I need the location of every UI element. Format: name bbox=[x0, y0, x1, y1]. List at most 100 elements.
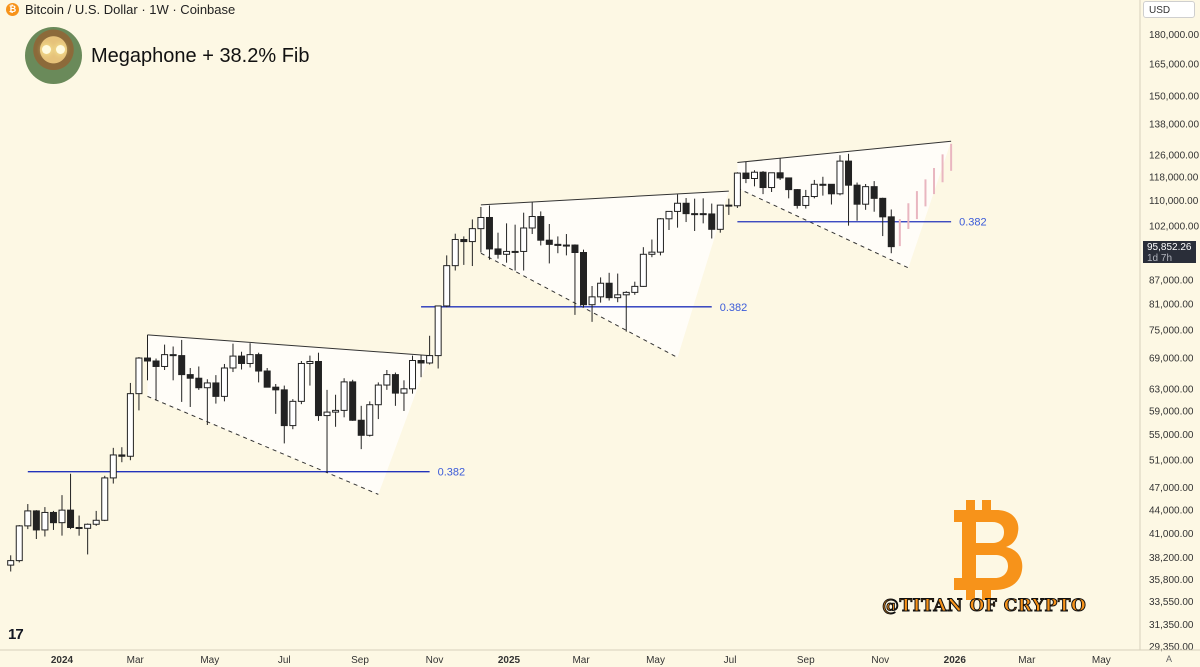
candle[interactable] bbox=[41, 507, 49, 537]
candle[interactable] bbox=[178, 339, 186, 402]
candle[interactable] bbox=[520, 212, 528, 271]
candle[interactable] bbox=[759, 171, 767, 195]
candle[interactable] bbox=[75, 515, 83, 536]
candle[interactable] bbox=[15, 525, 23, 563]
candle[interactable] bbox=[391, 372, 399, 406]
candle[interactable] bbox=[597, 277, 605, 303]
candle[interactable] bbox=[494, 232, 502, 259]
candle[interactable] bbox=[101, 475, 109, 522]
candle[interactable] bbox=[853, 182, 861, 221]
candle[interactable] bbox=[460, 236, 468, 265]
candle[interactable] bbox=[126, 382, 134, 461]
candle[interactable] bbox=[776, 158, 784, 180]
candle[interactable] bbox=[24, 504, 32, 530]
candle[interactable] bbox=[383, 370, 391, 390]
candle[interactable] bbox=[323, 389, 331, 474]
candle[interactable] bbox=[229, 343, 237, 373]
candle[interactable] bbox=[161, 344, 169, 371]
candle[interactable] bbox=[716, 204, 724, 233]
candle[interactable] bbox=[238, 351, 246, 370]
candle[interactable] bbox=[280, 385, 288, 444]
megaphone-top-line[interactable] bbox=[480, 190, 729, 206]
candle[interactable] bbox=[827, 183, 835, 205]
candle[interactable] bbox=[357, 405, 365, 450]
megaphone-top-line[interactable] bbox=[737, 140, 952, 163]
candle[interactable] bbox=[84, 523, 92, 555]
candle[interactable] bbox=[639, 247, 647, 287]
candle[interactable] bbox=[879, 197, 887, 237]
candle[interactable] bbox=[118, 447, 126, 463]
candle[interactable] bbox=[340, 378, 348, 418]
megaphone-bottom-line[interactable] bbox=[147, 395, 379, 495]
candle[interactable] bbox=[272, 383, 280, 414]
candle[interactable] bbox=[503, 223, 511, 263]
candle[interactable] bbox=[819, 176, 827, 196]
candle[interactable] bbox=[426, 335, 434, 365]
candle[interactable] bbox=[665, 210, 673, 230]
candle[interactable] bbox=[845, 153, 853, 226]
candle[interactable] bbox=[750, 170, 758, 187]
candle[interactable] bbox=[417, 355, 425, 378]
candle[interactable] bbox=[554, 236, 562, 254]
candle[interactable] bbox=[862, 184, 870, 210]
candle[interactable] bbox=[49, 510, 57, 530]
candle[interactable] bbox=[733, 172, 741, 208]
candle[interactable] bbox=[135, 357, 143, 411]
candle[interactable] bbox=[870, 181, 878, 212]
candle[interactable] bbox=[699, 198, 707, 224]
candle[interactable] bbox=[468, 219, 476, 267]
candle[interactable] bbox=[67, 473, 75, 530]
candle[interactable] bbox=[297, 360, 305, 405]
candle[interactable] bbox=[443, 255, 451, 308]
candle[interactable] bbox=[246, 343, 254, 368]
currency-button[interactable]: USD bbox=[1143, 1, 1195, 18]
candle[interactable] bbox=[537, 211, 545, 246]
candle[interactable] bbox=[588, 285, 596, 322]
megaphone-top-line[interactable] bbox=[147, 334, 430, 357]
megaphone-bottom-line[interactable] bbox=[480, 252, 678, 358]
candle[interactable] bbox=[332, 394, 340, 427]
time-axis[interactable]: 2024 Mar May Jul Sep Nov 2025 Mar May Jul Sep Nov 20… bbox=[0, 649, 1200, 666]
candle[interactable] bbox=[562, 234, 570, 256]
candle[interactable] bbox=[674, 194, 682, 228]
candle[interactable] bbox=[545, 224, 553, 264]
candle[interactable] bbox=[203, 379, 211, 425]
candle[interactable] bbox=[485, 205, 493, 260]
candle[interactable] bbox=[511, 224, 519, 271]
candle[interactable] bbox=[451, 233, 459, 271]
candle[interactable] bbox=[708, 203, 716, 239]
candle[interactable] bbox=[793, 189, 801, 209]
candle[interactable] bbox=[409, 355, 417, 394]
candle[interactable] bbox=[580, 249, 587, 308]
candle[interactable] bbox=[169, 346, 177, 381]
candle[interactable] bbox=[656, 218, 664, 256]
candle[interactable] bbox=[195, 366, 203, 390]
tradingview-logo[interactable]: 17 bbox=[8, 626, 24, 643]
candle[interactable] bbox=[314, 352, 322, 421]
candle[interactable] bbox=[571, 244, 579, 315]
candle[interactable] bbox=[255, 352, 263, 383]
candle[interactable] bbox=[682, 198, 690, 223]
candle[interactable] bbox=[263, 367, 271, 388]
candle[interactable] bbox=[434, 305, 442, 369]
candle[interactable] bbox=[58, 495, 66, 536]
auto-scale-toggle[interactable]: A bbox=[1166, 654, 1173, 664]
candle[interactable] bbox=[186, 367, 194, 407]
candle[interactable] bbox=[109, 447, 117, 484]
candle[interactable] bbox=[289, 399, 297, 430]
candle[interactable] bbox=[366, 401, 374, 437]
candle[interactable] bbox=[785, 177, 793, 199]
candle[interactable] bbox=[152, 358, 160, 401]
candle[interactable] bbox=[400, 380, 408, 411]
candle[interactable] bbox=[477, 206, 485, 253]
candle[interactable] bbox=[810, 179, 818, 199]
candle[interactable] bbox=[648, 239, 656, 258]
candle[interactable] bbox=[7, 555, 15, 572]
candle[interactable] bbox=[887, 209, 895, 254]
candle[interactable] bbox=[143, 334, 151, 381]
candle[interactable] bbox=[631, 281, 639, 295]
candle[interactable] bbox=[622, 291, 630, 332]
candle[interactable] bbox=[374, 382, 382, 420]
candle[interactable] bbox=[725, 198, 733, 215]
candle[interactable] bbox=[220, 363, 228, 402]
